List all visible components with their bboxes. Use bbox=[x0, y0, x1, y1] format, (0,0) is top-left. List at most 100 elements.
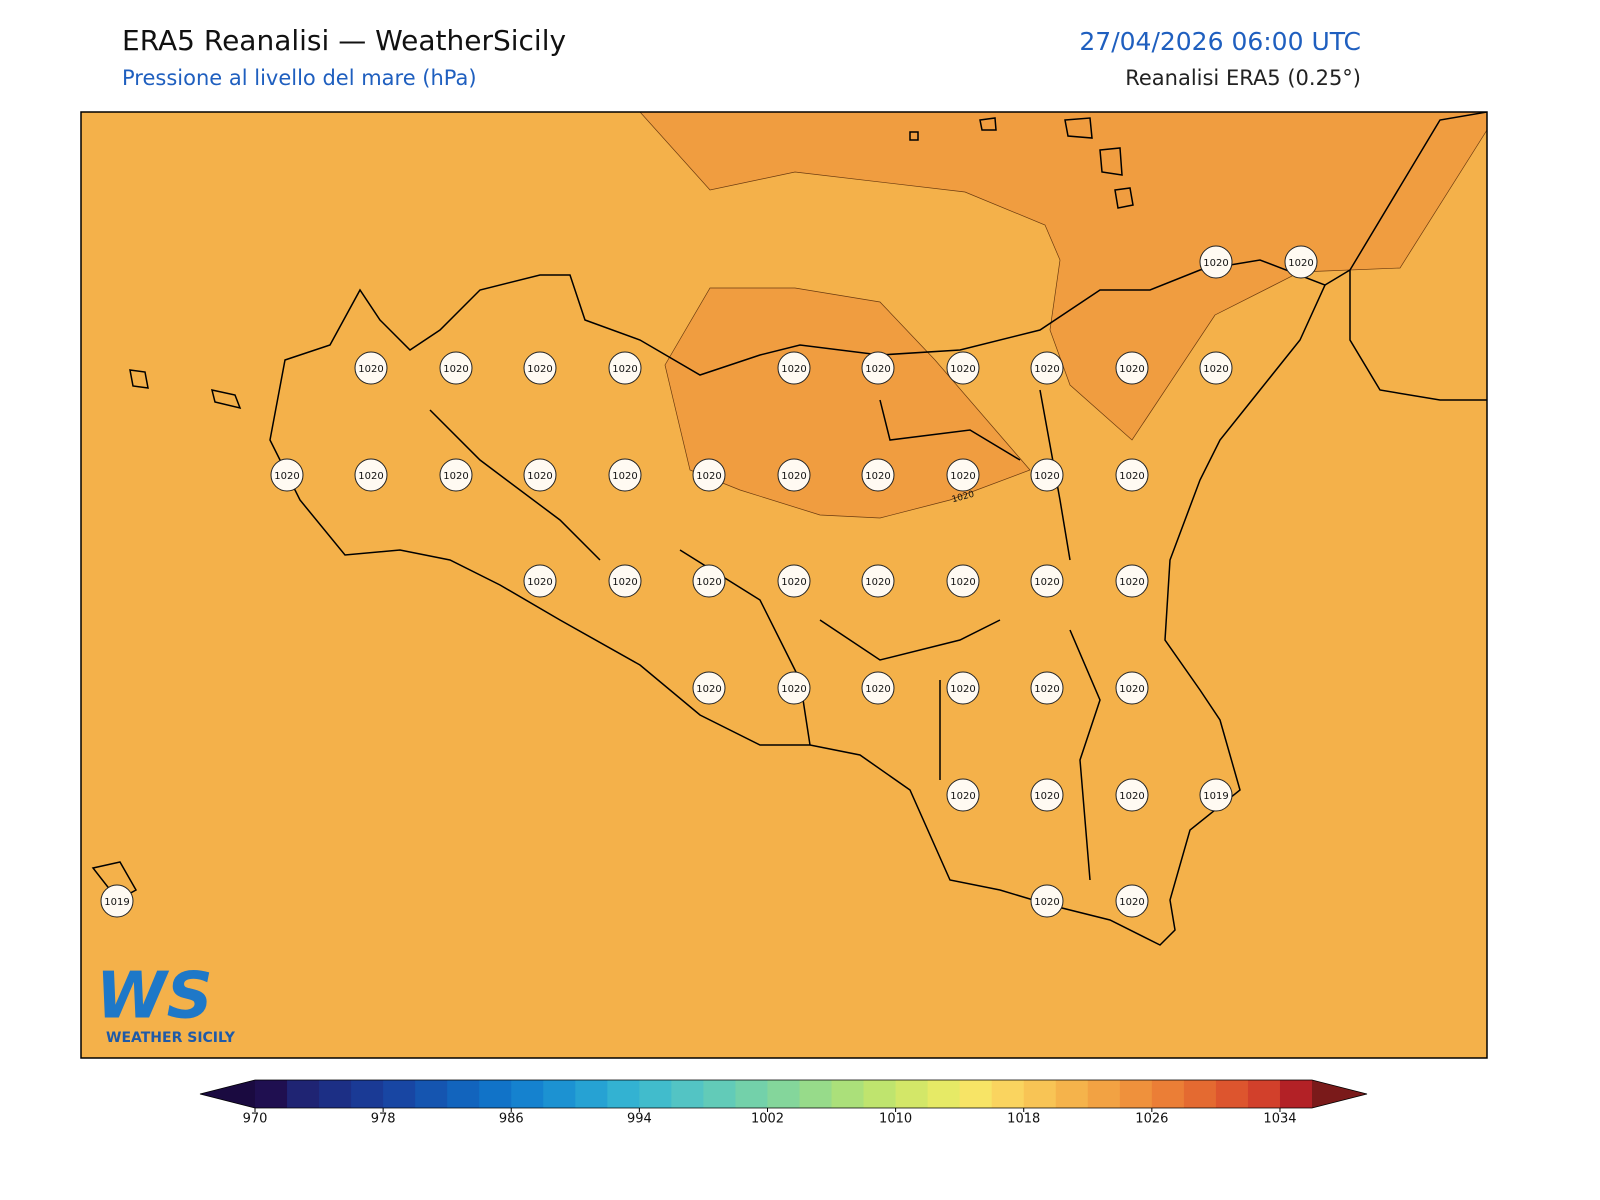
pressure-area bbox=[639, 112, 1487, 441]
map: 1020 1020 1020 1020 1020 1020 1020 1020 1020 102… bbox=[81, 112, 1487, 1058]
colorbar-bin bbox=[703, 1080, 736, 1108]
station-value: 1020 bbox=[612, 364, 637, 375]
station-value: 1020 bbox=[950, 471, 975, 482]
station-value: 1019 bbox=[104, 897, 129, 908]
station-value: 1020 bbox=[1119, 471, 1144, 482]
station-value: 1020 bbox=[358, 471, 383, 482]
colorbar-bin bbox=[767, 1080, 801, 1108]
station-marker bbox=[1199, 351, 1233, 385]
station-marker bbox=[1115, 884, 1149, 918]
station-value: 1020 bbox=[1034, 364, 1059, 375]
colorbar-bin bbox=[607, 1080, 640, 1108]
colorbar-bin bbox=[575, 1080, 608, 1108]
station-value: 1020 bbox=[1034, 897, 1059, 908]
colorbar-tick-label: 1002 bbox=[751, 1112, 784, 1127]
station-marker bbox=[1115, 564, 1149, 598]
station-marker bbox=[946, 351, 980, 385]
colorbar-bin bbox=[927, 1080, 961, 1108]
station-value: 1020 bbox=[950, 364, 975, 375]
colorbar-bin bbox=[639, 1080, 672, 1108]
colorbar-bin bbox=[319, 1080, 352, 1108]
station-value: 1020 bbox=[696, 471, 721, 482]
station-marker bbox=[608, 351, 642, 385]
station-value: 1020 bbox=[612, 577, 637, 588]
station-value: 1020 bbox=[1119, 897, 1144, 908]
colorbar-bin bbox=[735, 1080, 768, 1108]
station-value: 1020 bbox=[1119, 364, 1144, 375]
logo-mark: WS bbox=[96, 960, 213, 1034]
station-value: 1019 bbox=[1203, 791, 1228, 802]
colorbar-bin bbox=[383, 1080, 416, 1108]
station-value: 1020 bbox=[696, 577, 721, 588]
station-marker bbox=[608, 564, 642, 598]
station-value: 1020 bbox=[612, 471, 637, 482]
station-marker bbox=[1030, 564, 1064, 598]
island bbox=[91, 117, 1134, 901]
station-value: 1020 bbox=[1288, 258, 1313, 269]
station-value: 1020 bbox=[1119, 791, 1144, 802]
station-value: 1020 bbox=[696, 684, 721, 695]
station-value: 1020 bbox=[1034, 684, 1059, 695]
station-marker bbox=[692, 564, 726, 598]
station-value: 1020 bbox=[781, 471, 806, 482]
colorbar-bin bbox=[1151, 1080, 1185, 1108]
colorbar-tick-label: 1010 bbox=[879, 1112, 912, 1127]
colorbar-bin bbox=[351, 1080, 384, 1108]
station-marker bbox=[354, 351, 388, 385]
colorbar-bin bbox=[991, 1080, 1025, 1108]
station-marker bbox=[439, 351, 473, 385]
station-value: 1020 bbox=[1034, 471, 1059, 482]
colorbar-bin bbox=[287, 1080, 320, 1108]
station-marker bbox=[692, 671, 726, 705]
colorbar-tick-label: 994 bbox=[627, 1112, 652, 1127]
colorbar-bin bbox=[1183, 1080, 1217, 1108]
colorbar-tick-label: 978 bbox=[371, 1112, 396, 1127]
colorbar-bin bbox=[1023, 1080, 1057, 1108]
colorbar: 970 978 986 994 1002 1010 1018 1026 1034 bbox=[199, 1079, 1368, 1127]
station-marker bbox=[100, 884, 134, 918]
source: Reanalisi ERA5 (0.25°) bbox=[1125, 66, 1361, 90]
station-marker bbox=[1030, 351, 1064, 385]
logo-name: WEATHER SICILY bbox=[106, 1030, 236, 1046]
station-marker bbox=[777, 564, 811, 598]
station-marker bbox=[861, 564, 895, 598]
station-value: 1020 bbox=[781, 364, 806, 375]
coastline bbox=[269, 259, 1327, 946]
subtitle: Pressione al livello del mare (hPa) bbox=[122, 66, 477, 90]
station-marker bbox=[1030, 778, 1064, 812]
station-value: 1020 bbox=[274, 471, 299, 482]
station-value: 1020 bbox=[865, 471, 890, 482]
colorbar-bin bbox=[1087, 1080, 1121, 1108]
pressure-area bbox=[664, 287, 1031, 519]
station-marker bbox=[523, 351, 557, 385]
colorbar-bin bbox=[671, 1080, 704, 1108]
colorbar-bin bbox=[1215, 1080, 1249, 1108]
station-marker bbox=[1115, 458, 1149, 492]
station-value: 1020 bbox=[781, 684, 806, 695]
station-value: 1020 bbox=[1034, 791, 1059, 802]
station-value: 1020 bbox=[443, 471, 468, 482]
colorbar-tick-label: 970 bbox=[243, 1112, 268, 1127]
colorbar-bin bbox=[799, 1080, 833, 1108]
station-value: 1020 bbox=[865, 364, 890, 375]
station-marker bbox=[861, 671, 895, 705]
colorbar-bin bbox=[831, 1080, 865, 1108]
colorbar-under bbox=[200, 1080, 255, 1108]
colorbar-over bbox=[1312, 1080, 1367, 1108]
station-value: 1020 bbox=[865, 684, 890, 695]
station-marker bbox=[777, 671, 811, 705]
station-marker bbox=[1115, 778, 1149, 812]
station-value: 1020 bbox=[781, 577, 806, 588]
station-marker bbox=[1030, 671, 1064, 705]
colorbar-bin bbox=[447, 1080, 480, 1108]
station-value: 1020 bbox=[443, 364, 468, 375]
colorbar-bin bbox=[1279, 1080, 1313, 1108]
station-marker bbox=[946, 564, 980, 598]
station-value: 1020 bbox=[1119, 577, 1144, 588]
station-marker bbox=[692, 458, 726, 492]
colorbar-bin bbox=[511, 1080, 544, 1108]
station-marker bbox=[270, 458, 304, 492]
coastline bbox=[1324, 112, 1487, 401]
colorbar-bin bbox=[1247, 1080, 1281, 1108]
